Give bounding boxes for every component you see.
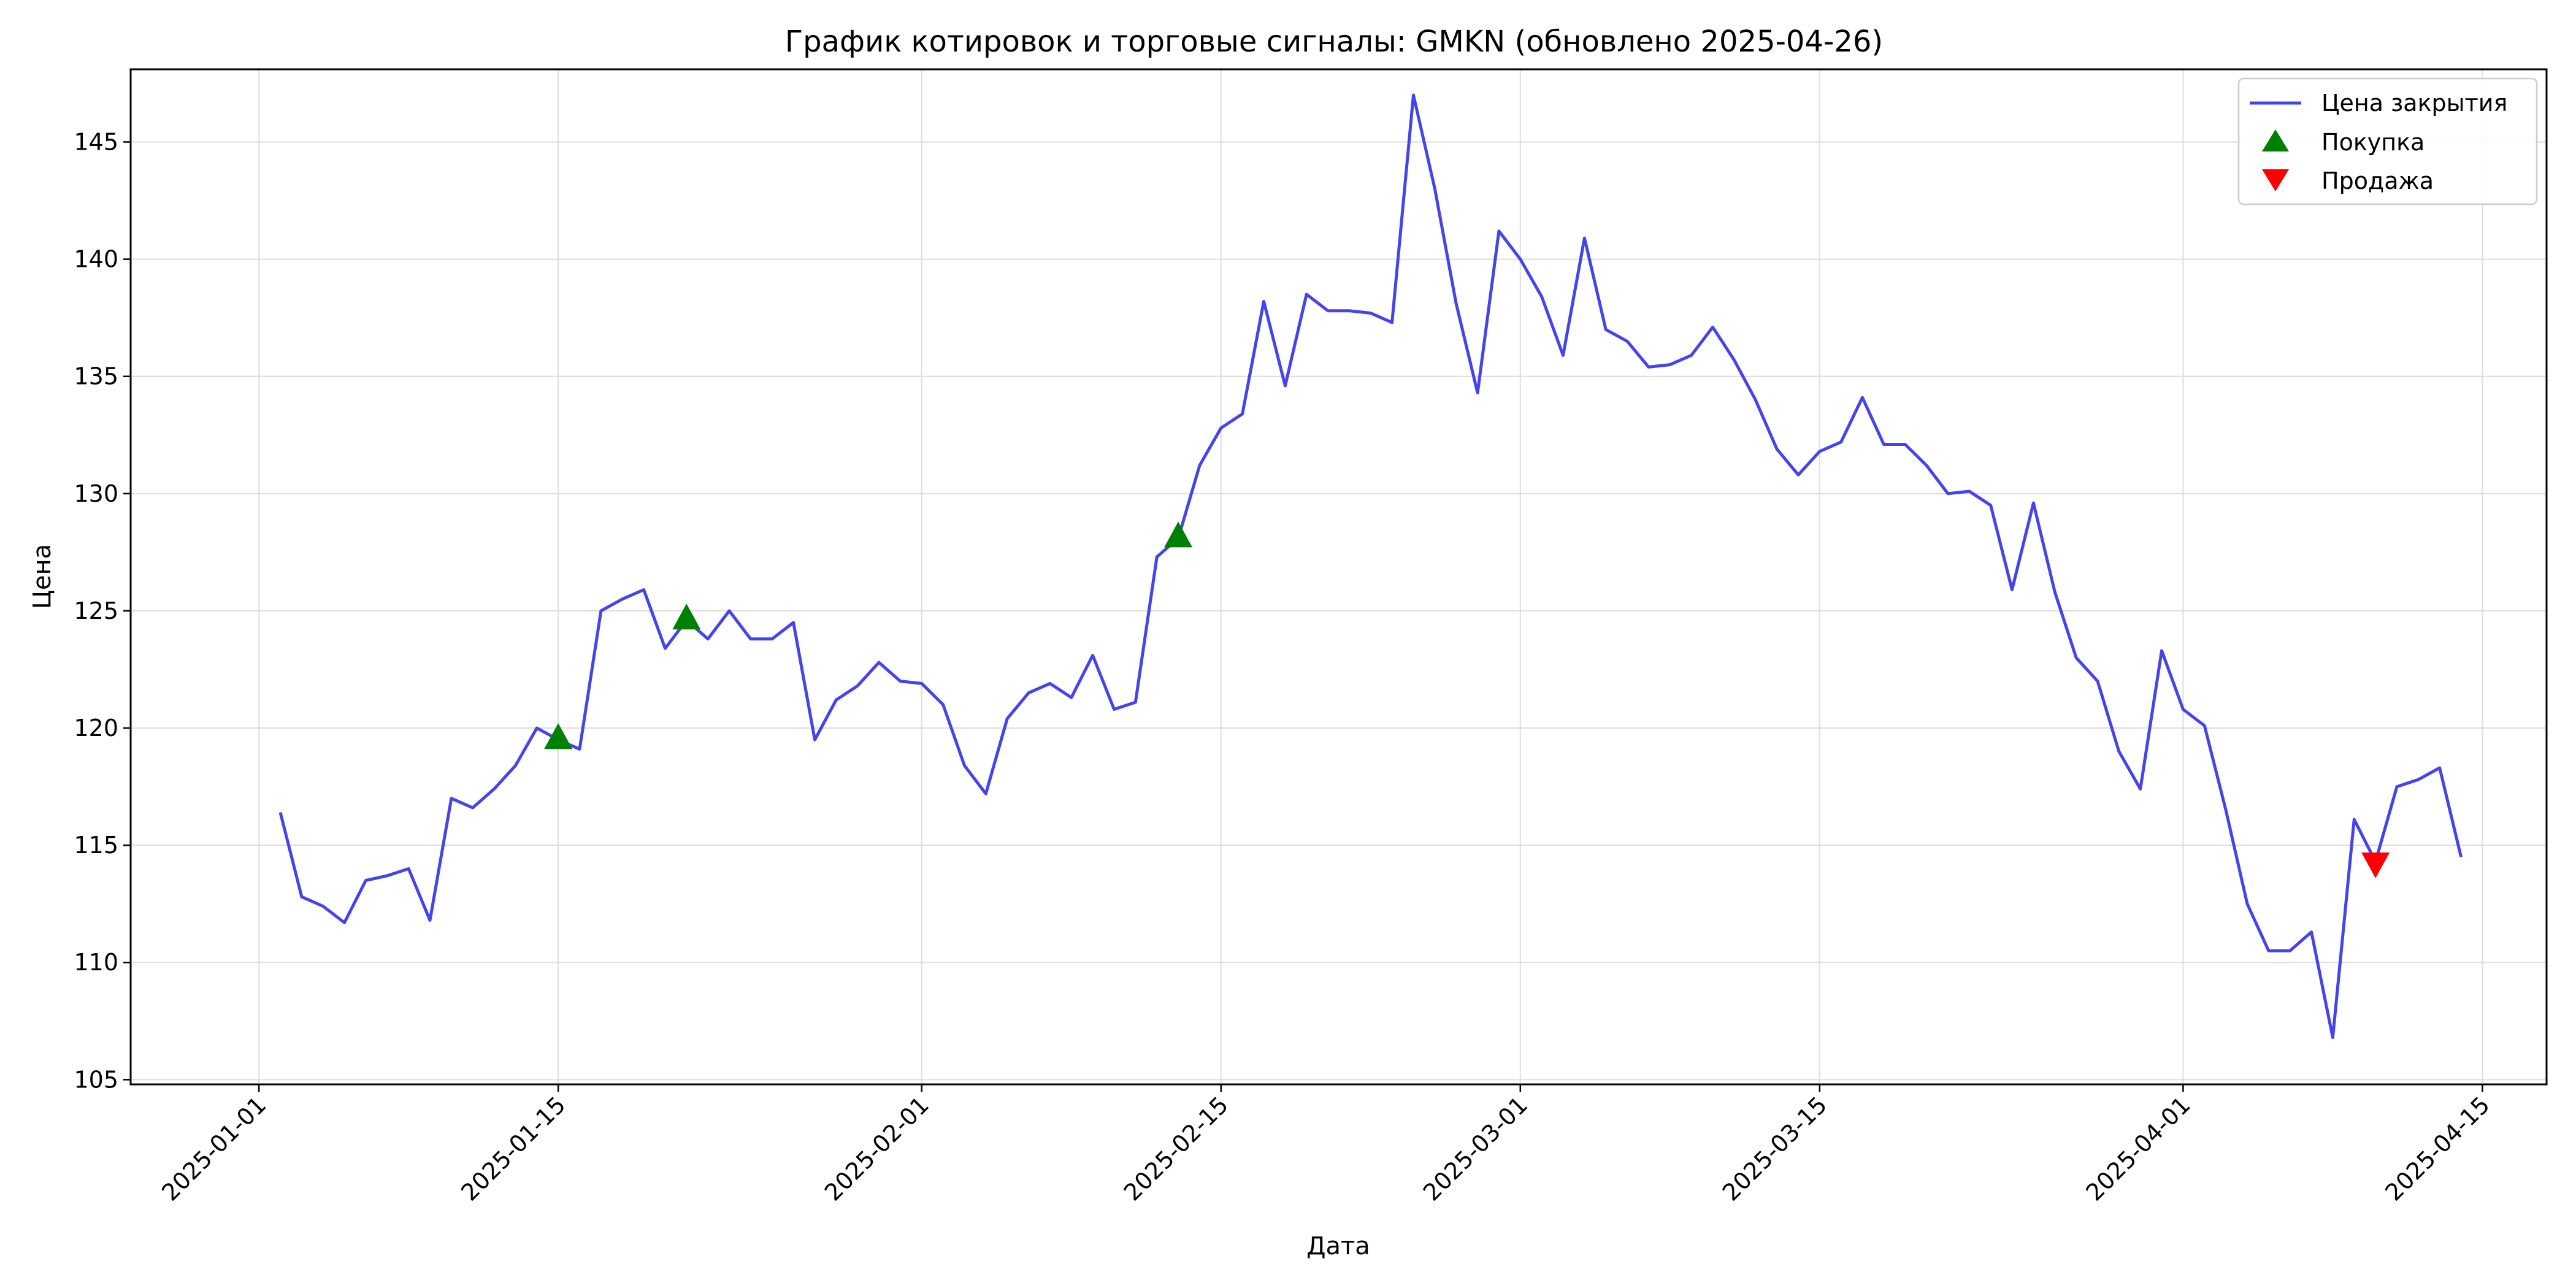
y-tick-label: 110	[74, 949, 118, 976]
y-axis-ticks: 105 110 115 120 125 130 135 140 145	[74, 128, 131, 1093]
y-tick-label: 140	[74, 246, 118, 273]
legend-label-close: Цена закрытия	[2321, 90, 2507, 117]
legend: Цена закрытия Покупка Продажа	[2237, 77, 2538, 205]
y-tick-label: 130	[74, 480, 118, 507]
x-axis-label: Дата	[1306, 1232, 1370, 1260]
y-tick-label: 105	[74, 1066, 118, 1093]
legend-label-buy: Покупка	[2321, 129, 2425, 156]
y-tick-label: 145	[74, 128, 118, 155]
plot-frame	[129, 68, 2548, 1086]
y-tick-label: 115	[74, 832, 118, 859]
y-tick-label: 135	[74, 363, 118, 390]
close-price-line	[278, 93, 2463, 1040]
y-axis-label: Цена	[28, 544, 56, 609]
series	[278, 93, 2463, 1040]
y-tick-label: 120	[74, 715, 118, 742]
sell-triangle-icon	[2262, 169, 2289, 191]
sell-signal-marker	[2361, 852, 2390, 878]
y-tick-label: 125	[74, 597, 118, 624]
legend-box	[2237, 77, 2538, 205]
grid	[131, 69, 2547, 1084]
signal-markers	[544, 521, 2390, 878]
buy-signal-marker	[1164, 521, 1193, 548]
legend-label-sell: Продажа	[2321, 167, 2434, 194]
buy-triangle-icon	[2262, 129, 2289, 151]
buy-signal-marker	[672, 604, 701, 630]
buy-signal-marker	[544, 723, 573, 749]
chart-title: График котировок и торговые сигналы: GMK…	[785, 25, 1883, 59]
